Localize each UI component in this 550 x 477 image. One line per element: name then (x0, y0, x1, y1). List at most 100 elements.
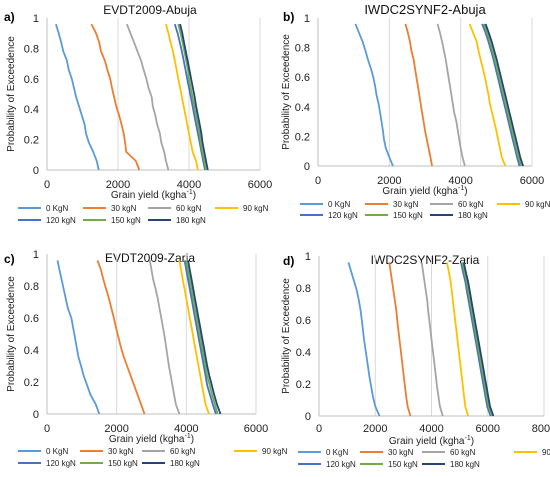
x-axis-label-end: ) (471, 436, 474, 447)
legend-label-0: 0 KgN (46, 204, 68, 213)
legend-label-1: 30 kgN (108, 447, 134, 456)
y-tick-label: 0.2 (24, 135, 39, 147)
series-line-0 (354, 23, 394, 167)
series-line-6 (484, 23, 524, 167)
legend-label-4: 120 kgN (46, 459, 76, 468)
legend-label-6: 180 kgN (450, 460, 480, 469)
panel-c: c) EVDT2009-Zaria 0 2000 4000 6000 0 0.2 0.4 0.6 0… (4, 249, 288, 468)
panel-a: a) EVDT2009-Abuja 0 2000 4000 6000 0 0.2 0.4 0.6 0… (4, 3, 272, 225)
y-tick-label: 0.8 (24, 281, 39, 293)
legend-label-1: 30 kgN (388, 448, 414, 457)
series-line-2 (148, 260, 181, 415)
series-line-1 (90, 23, 141, 171)
legend-label-2: 60 kgN (458, 200, 484, 209)
series-line-4 (481, 23, 521, 167)
x-tick-label: 4000 (177, 179, 201, 191)
y-tick-label: 0.6 (295, 72, 310, 84)
series-line-2 (126, 23, 170, 171)
x-axis-label-text: Grain yield (kgha (111, 190, 187, 201)
x-tick-label: 2000 (377, 175, 401, 187)
series-line-6 (462, 262, 495, 417)
chart-title: EVDT2009-Zaria (105, 251, 195, 265)
legend-label-4: 120 kgN (326, 460, 356, 469)
panel-label: d) (283, 254, 294, 268)
x-axis-label: Grain yield (kgha-1) (109, 433, 194, 445)
y-tick-label: 0.2 (24, 377, 39, 389)
panel-label: a) (4, 10, 15, 24)
legend-label-6: 180 kgN (458, 211, 488, 220)
y-tick-label: 0.6 (24, 313, 39, 325)
series-line-1 (404, 23, 433, 167)
legend-label-2: 60 kgN (176, 204, 202, 213)
series-line-5 (483, 23, 523, 167)
y-tick-label: 0.4 (296, 347, 311, 359)
x-axis-label: Grain yield (kgha-1) (382, 185, 467, 197)
y-tick-label: 0.4 (295, 102, 310, 114)
legend-label-3: 90 kgN (525, 200, 550, 209)
y-tick-label: 0.4 (24, 104, 39, 116)
y-tick-label: 0.2 (295, 131, 310, 143)
y-axis-label: Probability of Exceedence (281, 278, 292, 394)
y-axis-label: Probability of Exceedence (6, 36, 17, 152)
x-axis-label-sup: -1 (185, 433, 191, 440)
legend-label-3: 90 kgN (262, 447, 288, 456)
x-axis-label: Grain yield (kgha-1) (111, 189, 196, 201)
y-tick-label: 0.4 (24, 345, 39, 357)
x-tick-label: 2000 (104, 423, 128, 435)
series-line-0 (55, 23, 100, 171)
y-tick-label: 1 (33, 249, 39, 261)
y-tick-label: 0.8 (24, 43, 39, 55)
y-tick-label: 1 (33, 13, 39, 25)
x-tick-label: 4000 (419, 423, 443, 435)
series-line-5 (185, 260, 219, 415)
series-line-4 (173, 23, 206, 171)
legend-label-5: 150 kgN (111, 216, 141, 225)
x-axis-label-sup: -1 (458, 185, 464, 192)
series-line-3 (165, 23, 199, 171)
x-tick-label: 6000 (248, 179, 272, 191)
panel-label: b) (283, 10, 294, 24)
chart-title: EVDT2009-Abuja (103, 3, 197, 17)
legend-label-6: 180 kgN (170, 459, 200, 468)
x-axis-label-text: Grain yield (kgha (389, 436, 465, 447)
legend-label-5: 150 kgN (393, 211, 423, 220)
series-line-0 (347, 262, 381, 417)
chart-title: IWDC2SYNF2-Abuja (364, 2, 486, 17)
series-line-3 (178, 260, 210, 415)
series-line-2 (420, 262, 444, 417)
series-line-2 (436, 23, 466, 167)
x-tick-label: 6000 (520, 175, 544, 187)
x-tick-label: 4000 (448, 175, 472, 187)
series-line-3 (446, 262, 469, 417)
x-tick-label: 6000 (476, 423, 500, 435)
y-tick-label: 0.6 (296, 315, 311, 327)
y-axis-label: Probability of Exceedence (281, 34, 292, 150)
y-tick-label: 0 (33, 409, 39, 421)
legend-label-2: 60 kgN (170, 447, 196, 456)
legend-label-3: 90 kgN (542, 448, 550, 457)
y-tick-label: 0 (33, 165, 39, 177)
legend-label-1: 30 kgN (111, 204, 137, 213)
y-tick-label: 1 (305, 251, 311, 263)
x-axis-label: Grain yield (kgha-1) (389, 435, 474, 447)
legend-label-0: 0 KgN (46, 447, 68, 456)
y-tick-label: 0.8 (295, 43, 310, 55)
series-line-3 (468, 23, 507, 167)
legend-label-0: 0 KgN (328, 200, 350, 209)
x-axis-label-end: ) (191, 434, 194, 445)
series-line-1 (96, 260, 146, 415)
x-tick-label: 0 (315, 175, 321, 187)
x-axis-label-sup: -1 (187, 189, 193, 196)
y-tick-label: 0 (305, 411, 311, 423)
panel-b: b) IWDC2SYNF2-Abuja 0 2000 4000 6000 0 0.2 0.4 0.… (281, 2, 550, 220)
x-axis-label-text: Grain yield (kgha (382, 186, 458, 197)
series-line-0 (56, 260, 101, 415)
series-line-4 (460, 262, 492, 417)
y-tick-label: 0.6 (24, 74, 39, 86)
x-tick-label: 4000 (174, 423, 198, 435)
legend-label-4: 120 kgN (328, 211, 358, 220)
x-axis-label-end: ) (464, 186, 467, 197)
x-tick-label: 0 (44, 179, 50, 191)
